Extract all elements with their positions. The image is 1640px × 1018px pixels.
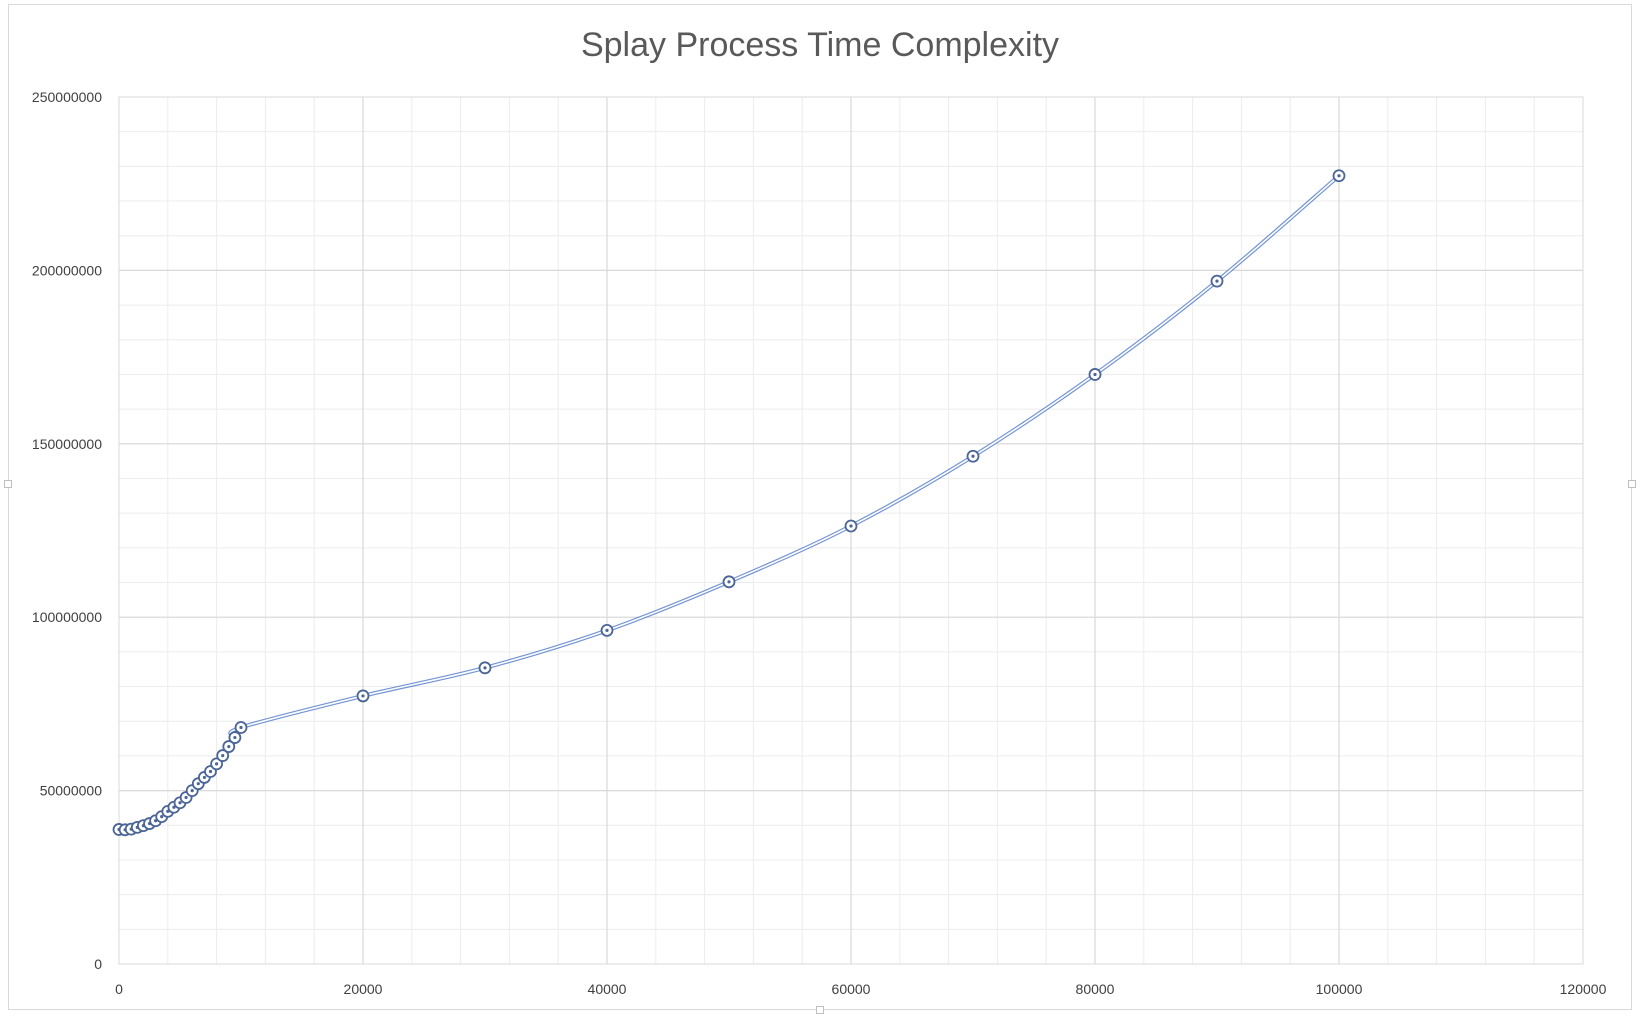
data-point-dot bbox=[160, 815, 164, 819]
data-point-dot bbox=[361, 694, 365, 698]
data-point-dot bbox=[178, 801, 182, 805]
data-point bbox=[722, 575, 736, 589]
chart-frame[interactable] bbox=[8, 4, 1632, 1010]
data-point-dot bbox=[971, 454, 975, 458]
plot-area-border bbox=[118, 96, 1584, 965]
data-point-dot bbox=[184, 795, 188, 800]
y-tick-label: 150000000 bbox=[32, 436, 102, 452]
series-line-group bbox=[118, 174, 1341, 832]
data-point-dot bbox=[202, 775, 206, 780]
data-point bbox=[1210, 274, 1224, 288]
data-point bbox=[356, 689, 370, 703]
y-tick-label: 100000000 bbox=[32, 609, 102, 625]
data-point bbox=[478, 661, 492, 675]
y-tick-label: 250000000 bbox=[32, 89, 102, 105]
data-point-dot bbox=[221, 753, 225, 758]
series-line-inner bbox=[118, 175, 1340, 831]
data-point-dot bbox=[605, 628, 609, 632]
data-point-dot bbox=[239, 725, 243, 730]
data-point bbox=[1088, 368, 1102, 381]
resize-handle-right[interactable] bbox=[1628, 480, 1636, 488]
data-point-dot bbox=[172, 805, 176, 809]
data-point-group bbox=[112, 169, 1346, 837]
data-point-dot bbox=[727, 580, 731, 584]
data-point-dot bbox=[190, 789, 194, 793]
x-tick-label: 60000 bbox=[832, 981, 871, 997]
data-point bbox=[210, 757, 224, 771]
data-point-dot bbox=[1215, 279, 1219, 283]
resize-handle-bottom[interactable] bbox=[816, 1006, 824, 1014]
data-point bbox=[844, 519, 858, 533]
y-axis-tick-labels: 0 50000000 100000000 150000000 200000000 2500… bbox=[32, 89, 102, 972]
data-point bbox=[1332, 169, 1346, 183]
y-tick-label: 0 bbox=[94, 956, 102, 972]
x-tick-label: 100000 bbox=[1316, 981, 1363, 997]
x-tick-label: 80000 bbox=[1076, 981, 1115, 997]
y-tick-label: 200000000 bbox=[32, 262, 102, 278]
data-point bbox=[222, 740, 236, 753]
data-point bbox=[600, 623, 614, 637]
series-line bbox=[118, 174, 1341, 832]
data-point-dot bbox=[196, 782, 200, 786]
x-tick-label: 40000 bbox=[588, 981, 627, 997]
resize-handle-left[interactable] bbox=[4, 480, 12, 488]
data-point bbox=[234, 721, 248, 734]
data-point bbox=[228, 731, 242, 744]
data-point-dot bbox=[215, 762, 219, 766]
data-point-dot bbox=[483, 666, 487, 670]
x-tick-label: 0 bbox=[115, 981, 123, 997]
data-point-dot bbox=[208, 769, 213, 774]
data-point-dot bbox=[227, 744, 231, 749]
x-axis-tick-labels: 0 20000 40000 60000 80000 100000 120000 bbox=[115, 981, 1606, 997]
x-tick-label: 20000 bbox=[344, 981, 383, 997]
data-point-dot bbox=[1337, 174, 1341, 178]
y-tick-label: 50000000 bbox=[40, 783, 103, 799]
data-point-dot bbox=[849, 524, 853, 528]
data-point-dot bbox=[233, 735, 237, 740]
x-tick-label: 120000 bbox=[1560, 981, 1607, 997]
data-point bbox=[216, 749, 230, 762]
data-point-dot bbox=[1093, 372, 1097, 377]
data-point bbox=[966, 449, 980, 463]
chart-title: Splay Process Time Complexity bbox=[581, 26, 1059, 64]
